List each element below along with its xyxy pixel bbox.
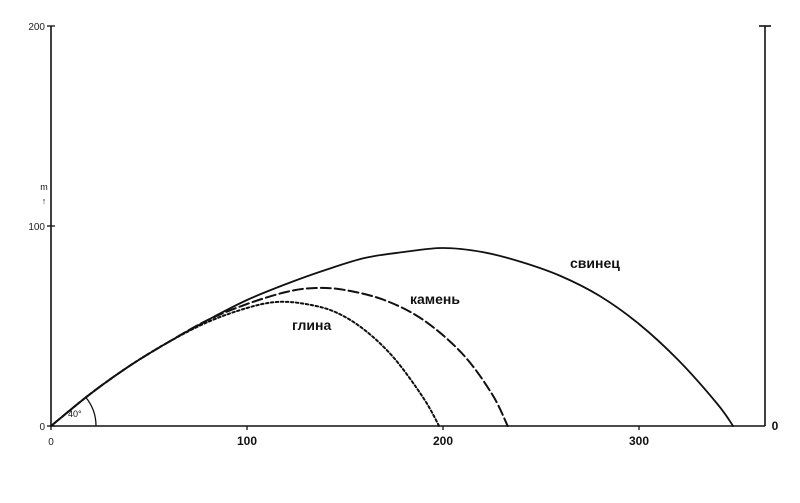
y-tick-label: 0 (39, 422, 45, 433)
x-tick-label: 300 (629, 434, 649, 448)
series-label-lead: свинец (570, 255, 620, 271)
y-axis-arrow: ↑ (42, 196, 47, 206)
right-axis-zero-label: 0 (772, 419, 779, 433)
series-group (50, 247, 734, 427)
x-ticks: 0 100 200 300 (48, 426, 649, 448)
launch-angle-arc (84, 396, 97, 427)
y-axis-unit-label: m (40, 182, 48, 192)
series-line-1 (50, 286, 509, 427)
series-label-clay: глина (292, 317, 331, 333)
series-line-2 (50, 300, 441, 427)
x-tick-label: 200 (433, 434, 453, 448)
y-tick-label: 100 (28, 222, 45, 233)
y-tick-label: 200 (28, 22, 45, 33)
launch-angle-label: 40° (68, 409, 82, 419)
x-tick-label: 0 (48, 437, 54, 448)
x-tick-label: 100 (237, 434, 257, 448)
series-label-stone: камень (410, 291, 460, 307)
series-line-0 (50, 247, 734, 427)
